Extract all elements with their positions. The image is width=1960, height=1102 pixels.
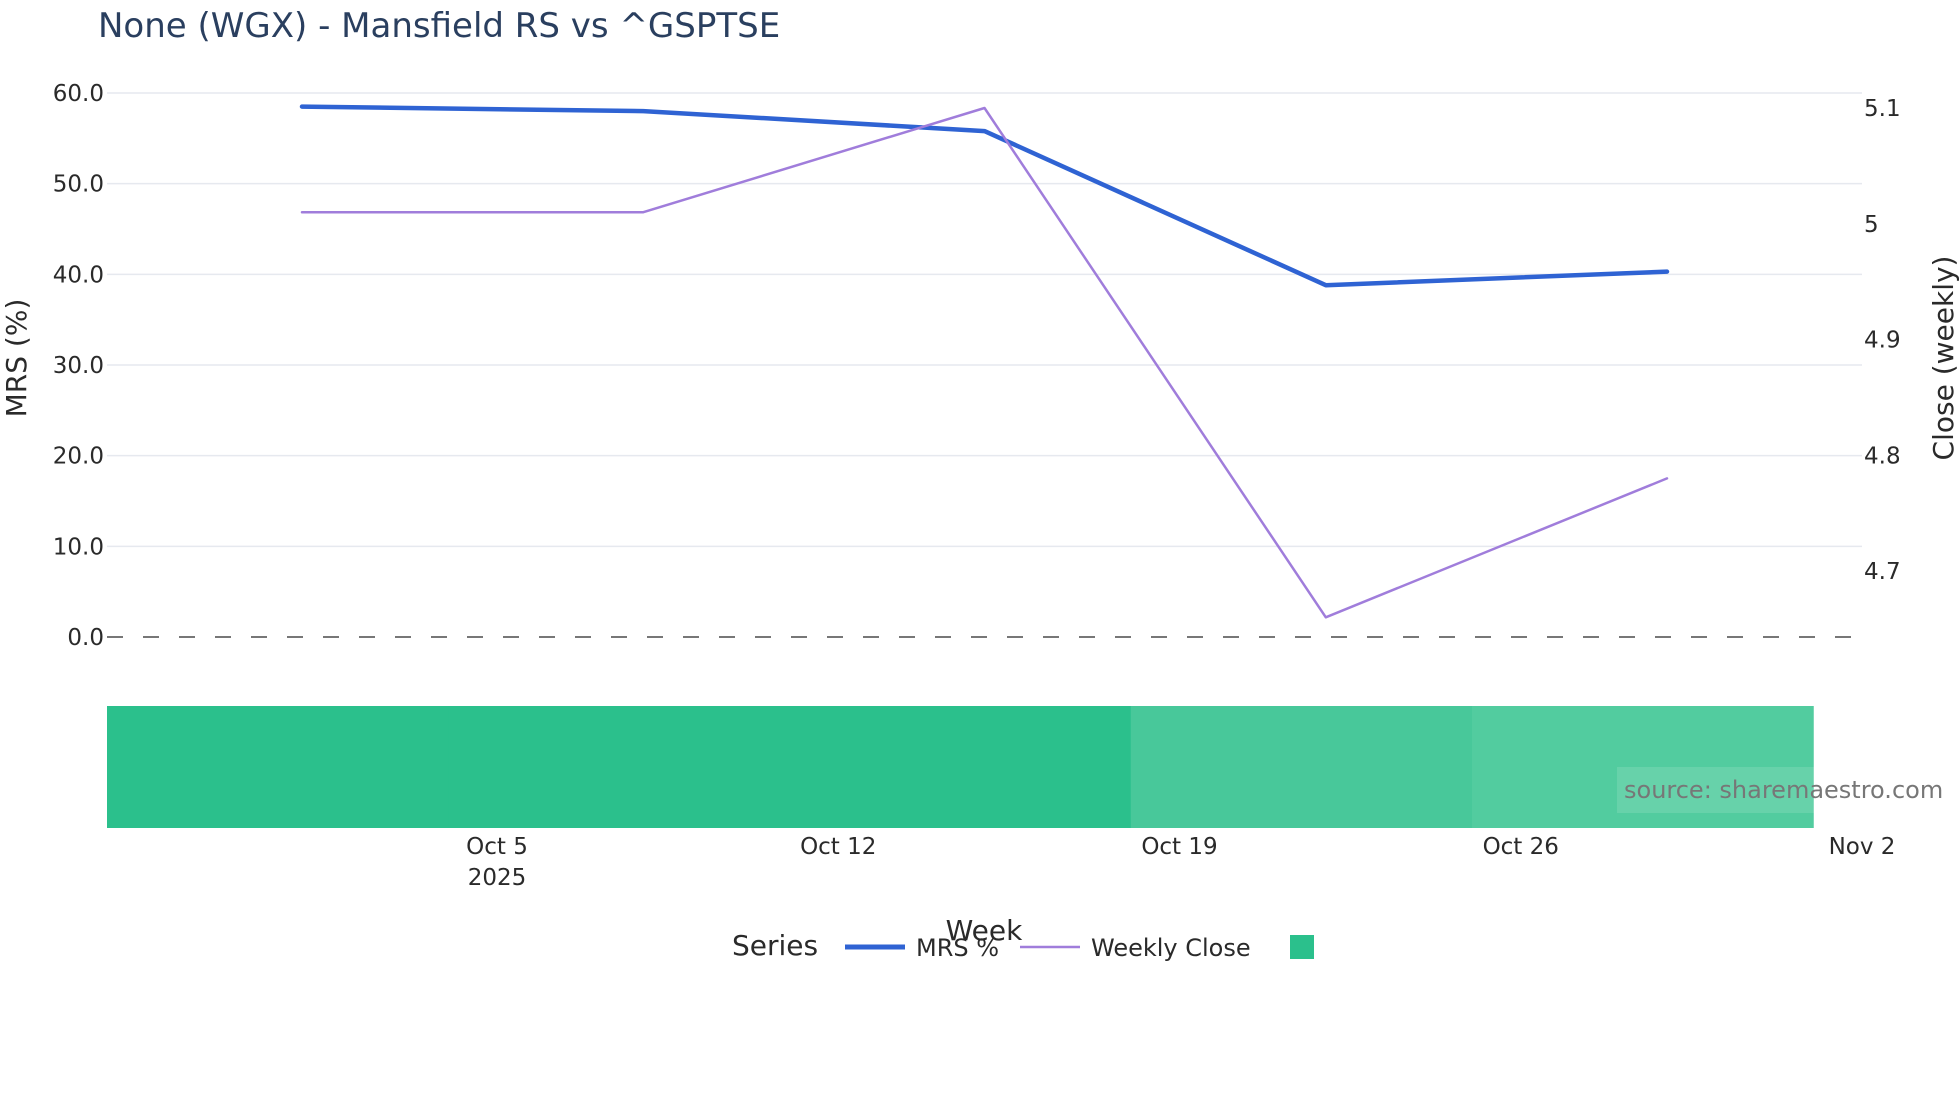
- heat-cell: [789, 706, 1132, 828]
- heat-cell: [448, 706, 790, 828]
- legend: Series MRS % Weekly Close: [732, 929, 1314, 962]
- y-tick-label: 30.0: [53, 353, 104, 379]
- source-annotation-text: source: sharemaestro.com: [1624, 776, 1943, 804]
- legend-label-mrs: MRS %: [916, 934, 999, 962]
- chart-title: None (WGX) - Mansfield RS vs ^GSPTSE: [98, 6, 781, 46]
- x-tick-label: Oct 12: [800, 834, 876, 860]
- x-axis-title: Week: [946, 914, 1023, 947]
- y2-axis-title: Close (weekly): [1927, 256, 1960, 461]
- x-tick-label: Oct 5: [466, 834, 528, 860]
- legend-title: Series: [732, 929, 818, 962]
- y2-tick-label: 5: [1864, 212, 1879, 238]
- x-tick-label: Oct 19: [1141, 834, 1217, 860]
- y2-axis: 4.7 4.8 4.9 5 5.1: [1864, 96, 1901, 585]
- source-annotation-bg: [1617, 767, 1863, 813]
- y-tick-label: 60.0: [53, 81, 104, 107]
- y-axis: 0.0 10.0 20.0 30.0 40.0 50.0 60.0: [53, 81, 104, 651]
- y2-tick-label: 4.9: [1864, 328, 1901, 354]
- heat-cell: [1472, 706, 1814, 828]
- y-axis-title: MRS (%): [0, 299, 33, 418]
- y-tick-label: 0.0: [67, 625, 104, 651]
- x-axis: Oct 5 2025 Oct 12 Oct 19 Oct 26 Nov 2: [466, 834, 1895, 891]
- legend-label-weekly-close: Weekly Close: [1091, 934, 1251, 962]
- y2-tick-label: 5.1: [1864, 96, 1901, 122]
- y-tick-label: 20.0: [53, 444, 104, 470]
- heat-cell: [1130, 706, 1473, 828]
- series-line-mrs: [299, 104, 1670, 288]
- series-layer: [299, 104, 1670, 619]
- x-tick-sublabel: 2025: [468, 865, 527, 891]
- y-tick-label: 10.0: [53, 534, 104, 560]
- x-tick-label: Nov 2: [1829, 834, 1896, 860]
- y-tick-label: 40.0: [53, 262, 104, 288]
- source-annotation: source: sharemaestro.com: [1617, 767, 1943, 813]
- heat-strip: [107, 706, 1814, 828]
- grid-layer: [107, 92, 1862, 548]
- heat-cell: [107, 706, 449, 828]
- legend-swatch-heat: [1290, 935, 1314, 959]
- y2-tick-label: 4.7: [1864, 559, 1901, 585]
- y-tick-label: 50.0: [53, 172, 104, 198]
- y2-tick-label: 4.8: [1864, 443, 1901, 469]
- x-tick-label: Oct 26: [1483, 834, 1559, 860]
